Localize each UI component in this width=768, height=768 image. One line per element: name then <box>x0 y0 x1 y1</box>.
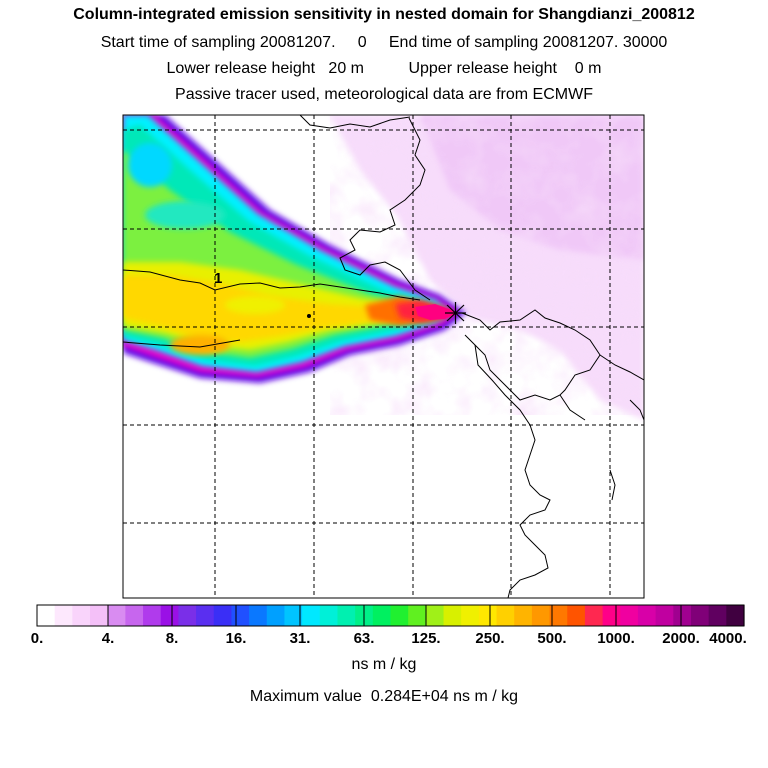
station-dot <box>307 314 311 318</box>
tracer-note: Passive tracer used, meteorological data… <box>175 86 593 103</box>
colorbar-cell <box>708 605 727 626</box>
release-marker <box>445 302 466 324</box>
colorbar-cell <box>72 605 91 626</box>
colorbar-cell <box>266 605 286 626</box>
colorbar-tick-8: 8. <box>165 630 179 647</box>
colorbar-tick-63: 63. <box>353 630 375 647</box>
maximum-value-line: Maximum value 0.284E+04 ns m / kg <box>0 688 768 706</box>
colorbar-cell <box>125 605 144 626</box>
colorbar-tick-1000: 1000. <box>597 630 635 647</box>
colorbar-cell <box>143 605 162 626</box>
site-label: 1 <box>214 270 222 287</box>
release-heights: Lower release height 20 m Upper release … <box>0 60 768 78</box>
sampling-times: Start time of sampling 20081207. 0 End t… <box>0 34 768 52</box>
colorbar-cell <box>302 605 321 626</box>
colorbar-cell <box>107 605 126 626</box>
colorbar-cell <box>178 605 197 626</box>
colorbar-frame <box>36 604 745 627</box>
colorbar-cell <box>160 605 180 626</box>
start-time-label: Start time of sampling <box>100 34 256 51</box>
colorbar-cell <box>531 605 551 626</box>
colorbar-tick-31: 31. <box>289 630 311 647</box>
colorbar-cell <box>337 605 356 626</box>
colorbar-cell <box>37 605 56 626</box>
colorbar-cell <box>514 605 533 626</box>
colorbar-cell <box>443 605 462 626</box>
colorbar-cell <box>284 605 303 626</box>
colorbar-cell <box>602 605 621 626</box>
emission-sensitivity-map: 1 <box>122 114 645 599</box>
start-time-value: 20081207. 0 <box>259 34 367 51</box>
colorbar-cell <box>231 605 250 626</box>
colorbar-cell <box>196 605 215 626</box>
colorbar-cell <box>478 605 498 626</box>
colorbar-cell <box>319 605 339 626</box>
colorbar-cell <box>408 605 427 626</box>
colorbar-tick-125: 125. <box>411 630 441 647</box>
colorbar-tick-4: 4. <box>101 630 115 647</box>
colorbar-tick-0: 0. <box>30 630 44 647</box>
colorbar-cell <box>213 605 233 626</box>
colorbar-cell <box>690 605 710 626</box>
plume-shading <box>123 115 466 383</box>
end-time-value: 20081207. 30000 <box>542 34 668 51</box>
colorbar-cell <box>655 605 674 626</box>
colorbar-cell <box>673 605 692 626</box>
colorbar-cell <box>726 605 745 626</box>
colorbar-tick-500: 500. <box>537 630 567 647</box>
coastlines-borders <box>123 115 644 598</box>
colorbar-cell <box>461 605 480 626</box>
colorbar-tick-16: 16. <box>225 630 247 647</box>
colorbar-cell <box>249 605 268 626</box>
map-frame <box>122 114 645 599</box>
max-label: Maximum value <box>249 688 362 705</box>
upper-release-value: 0 m <box>574 60 602 77</box>
colorbar-cell <box>372 605 392 626</box>
colorbar-cell <box>90 605 109 626</box>
max-units: ns m / kg <box>453 688 519 705</box>
colorbar-tick-250: 250. <box>475 630 505 647</box>
faint-sensitivity-field <box>330 115 644 420</box>
lower-release-value: 20 m <box>328 60 364 77</box>
lower-release-label: Lower release height <box>166 60 316 77</box>
colorbar-cell <box>567 605 586 626</box>
colorbar-cell <box>425 605 445 626</box>
colorbar-cell <box>584 605 604 626</box>
grid-lines <box>123 115 644 598</box>
colorbar <box>36 604 745 627</box>
colorbar-cell <box>54 605 73 626</box>
colorbar-cell <box>637 605 657 626</box>
colorbar-units: ns m / kg <box>351 656 417 673</box>
colorbar-tick-2000: 2000. <box>662 630 700 647</box>
colorbar-tick-4000: 4000. <box>709 630 747 647</box>
max-value: 0.284E+04 <box>370 688 449 705</box>
colorbar-cell <box>620 605 639 626</box>
upper-release-label: Upper release height <box>408 60 557 77</box>
colorbar-cell <box>549 605 568 626</box>
colorbar-cell <box>496 605 515 626</box>
colorbar-cell <box>390 605 409 626</box>
end-time-label: End time of sampling <box>388 34 539 51</box>
plot-title: Column-integrated emission sensitivity i… <box>73 6 695 23</box>
